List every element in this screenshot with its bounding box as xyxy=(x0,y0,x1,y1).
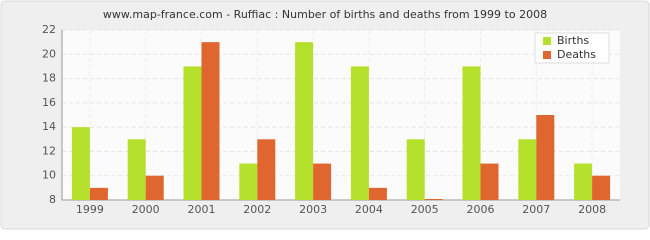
bar xyxy=(239,163,258,200)
y-tick-label: 18 xyxy=(42,72,56,85)
y-tick-label: 22 xyxy=(42,23,56,36)
bar xyxy=(536,115,555,200)
bar xyxy=(462,66,481,200)
y-tick-label: 20 xyxy=(42,47,56,60)
y-tick-label: 8 xyxy=(49,193,56,206)
bar xyxy=(518,139,537,200)
bar xyxy=(480,163,499,200)
bar xyxy=(145,175,164,200)
bar xyxy=(406,139,425,200)
bar xyxy=(350,66,369,200)
x-tick-label: 1999 xyxy=(76,203,104,216)
x-tick-label: 2002 xyxy=(243,203,271,216)
bar xyxy=(295,42,314,201)
chart: www.map-france.com - Ruffiac : Number of… xyxy=(0,0,650,230)
x-tick-label: 2008 xyxy=(578,203,606,216)
bar xyxy=(592,175,611,200)
legend-label: Births xyxy=(557,34,589,47)
x-tick-label: 2004 xyxy=(355,203,383,216)
bar xyxy=(313,163,332,200)
bar xyxy=(201,42,220,201)
y-tick-label: 10 xyxy=(42,169,56,182)
bar xyxy=(127,139,146,200)
y-tick-label: 12 xyxy=(42,144,56,157)
x-tick-label: 2006 xyxy=(467,203,495,216)
y-tick-label: 14 xyxy=(42,120,56,133)
x-tick-label: 2000 xyxy=(132,203,160,216)
chart-title: www.map-france.com - Ruffiac : Number of… xyxy=(103,8,547,21)
bar xyxy=(368,187,387,200)
x-tick-label: 2007 xyxy=(522,203,550,216)
bar xyxy=(574,163,593,200)
legend-label: Deaths xyxy=(557,48,596,61)
x-tick-label: 2005 xyxy=(411,203,439,216)
bar xyxy=(71,127,90,200)
legend-swatch xyxy=(543,51,551,59)
y-tick-label: 16 xyxy=(42,96,56,109)
x-tick-label: 2001 xyxy=(188,203,216,216)
legend-swatch xyxy=(543,37,551,45)
bar xyxy=(257,139,276,200)
bar xyxy=(424,199,443,200)
x-tick-label: 2003 xyxy=(299,203,327,216)
bar xyxy=(183,66,202,200)
bar xyxy=(89,187,108,200)
